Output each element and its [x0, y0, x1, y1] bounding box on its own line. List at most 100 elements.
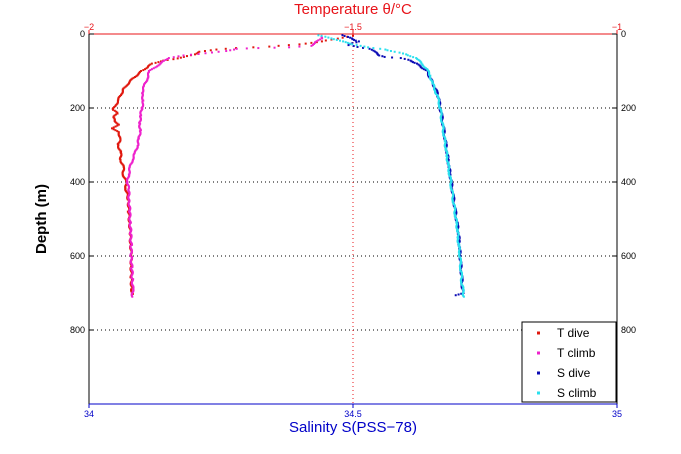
y-tick-label-right: 200 [621, 103, 636, 113]
legend-box [521, 321, 617, 403]
data-point [411, 61, 414, 64]
data-point [412, 56, 415, 59]
data-point [311, 43, 314, 46]
data-point [111, 127, 113, 130]
y-tick-label-left: 200 [70, 103, 85, 113]
data-point [384, 48, 387, 51]
data-point [336, 37, 339, 40]
data-point [398, 51, 401, 54]
data-point [204, 52, 207, 55]
data-point [353, 38, 355, 41]
data-point [298, 43, 301, 46]
y-tick-label-left: 400 [70, 177, 85, 187]
data-point [115, 121, 118, 124]
data-point [257, 47, 260, 50]
data-point [157, 64, 160, 67]
data-point [324, 39, 327, 42]
data-point [409, 59, 412, 62]
data-point [203, 50, 206, 53]
data-point [233, 48, 236, 51]
data-point [195, 52, 198, 55]
data-point [378, 54, 381, 57]
data-point [423, 66, 426, 69]
y-tick-label-right: 400 [621, 177, 636, 187]
data-point [389, 50, 392, 53]
data-point [346, 41, 349, 44]
data-point [182, 55, 185, 58]
data-point [332, 38, 335, 41]
data-point [339, 39, 341, 42]
series-s-dive [341, 34, 465, 297]
data-point [194, 53, 196, 56]
data-point [273, 46, 276, 49]
data-point [179, 56, 182, 59]
data-point [114, 125, 117, 128]
data-point [343, 35, 346, 38]
data-point [419, 66, 422, 69]
data-points [111, 34, 465, 298]
data-point [133, 76, 136, 79]
data-point [410, 60, 413, 63]
data-point [161, 60, 164, 63]
data-point [354, 39, 357, 42]
series-t-climb [125, 35, 324, 298]
data-point [149, 69, 152, 72]
data-point [460, 292, 463, 295]
data-point [304, 42, 307, 45]
data-point [225, 50, 228, 53]
data-point [146, 66, 149, 69]
data-point [429, 74, 432, 77]
data-point [139, 115, 142, 118]
data-point [190, 53, 193, 56]
data-point [177, 55, 180, 58]
data-point [198, 50, 201, 53]
data-point [135, 75, 138, 78]
data-point [351, 43, 354, 46]
y-tick-label-right: 0 [621, 29, 626, 39]
data-point [123, 86, 126, 89]
data-point [426, 68, 429, 71]
data-point [457, 293, 460, 296]
data-point [125, 84, 128, 87]
legend-entry: S dive [557, 366, 591, 380]
data-point [418, 59, 421, 62]
y-tick-label-right: 800 [621, 325, 636, 335]
legend-entry: S climb [557, 386, 597, 400]
top-tick-label: −2 [84, 22, 94, 32]
data-point [405, 53, 408, 56]
data-point [347, 44, 350, 47]
data-point [403, 57, 406, 60]
data-point [152, 67, 155, 70]
data-point [349, 36, 352, 39]
data-point [310, 44, 313, 47]
data-point [150, 62, 153, 65]
data-point [132, 278, 135, 281]
data-point [341, 36, 344, 39]
data-point [113, 109, 116, 112]
data-point [406, 54, 409, 57]
data-point [434, 89, 437, 92]
data-point [372, 47, 375, 50]
data-point [185, 55, 188, 58]
data-point [176, 57, 179, 60]
data-point [197, 51, 199, 54]
data-point [310, 41, 313, 44]
top-tick-label: −1.5 [344, 22, 362, 32]
data-point [417, 58, 420, 61]
data-point [252, 46, 255, 49]
data-point [229, 49, 232, 52]
data-point [287, 44, 290, 47]
data-point [372, 49, 375, 52]
data-point [157, 61, 160, 64]
data-point [399, 57, 402, 60]
data-point [182, 54, 185, 57]
data-point [422, 68, 425, 71]
data-point [417, 63, 420, 66]
data-point [367, 46, 370, 49]
data-point [156, 65, 159, 68]
data-point [166, 57, 169, 60]
data-point [407, 58, 410, 61]
data-point [145, 67, 148, 70]
data-point [359, 44, 362, 47]
